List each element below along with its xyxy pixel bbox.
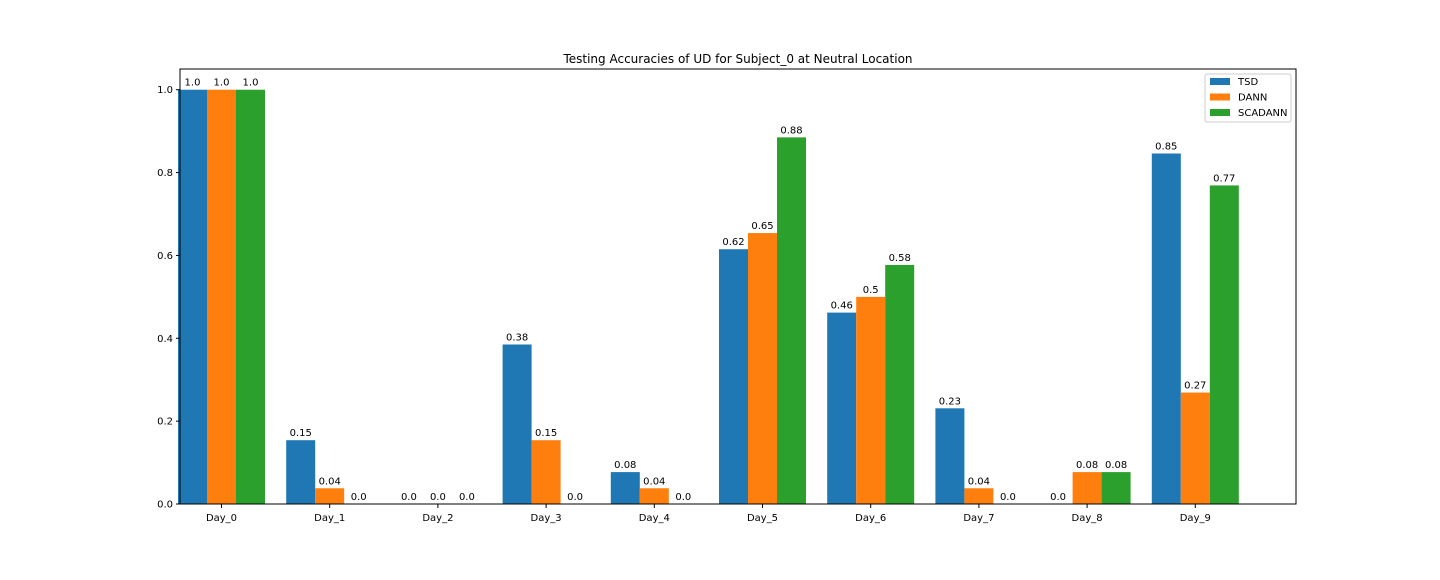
value-label-tsd-day_0: 1.0 <box>185 78 201 89</box>
value-label-scadann-day_9: 0.77 <box>1213 173 1235 184</box>
y-tick-label: 0.2 <box>157 417 173 428</box>
bar-dann-day_7 <box>964 488 994 504</box>
x-tick-label-day_4: Day_4 <box>639 513 670 524</box>
x-tick-label-day_9: Day_9 <box>1180 513 1211 524</box>
x-tick-label-day_6: Day_6 <box>855 513 886 524</box>
axes-layer: 0.0 0.2 0.4 0.6 0.8 1.0 Day_0 Day_1 Day_2 Day_3 Da… <box>157 68 1297 524</box>
value-label-tsd-day_3: 0.38 <box>506 333 528 344</box>
value-label-scadann-day_5: 0.88 <box>780 125 802 136</box>
legend-label-dann: DANN <box>1238 93 1267 104</box>
bar-dann-day_9 <box>1180 392 1210 504</box>
bar-dann-day_6 <box>856 296 886 504</box>
value-label-scadann-day_8: 0.08 <box>1105 460 1127 471</box>
y-tick-label: 1.0 <box>157 85 173 96</box>
x-tick-label-day_8: Day_8 <box>1072 513 1103 524</box>
value-label-tsd-day_2: 0.0 <box>401 492 417 503</box>
bar-tsd-day_1 <box>286 440 316 504</box>
value-label-dann-day_4: 0.04 <box>643 476 665 487</box>
bar-scadann-day_9 <box>1209 185 1239 504</box>
value-label-scadann-day_3: 0.0 <box>567 492 583 503</box>
legend-swatch-scadann <box>1210 109 1230 116</box>
value-label-scadann-day_0: 1.0 <box>243 78 259 89</box>
value-label-dann-day_5: 0.65 <box>751 221 773 232</box>
bar-tsd-day_4 <box>610 472 640 504</box>
x-tick-label-day_1: Day_1 <box>314 513 345 524</box>
value-label-dann-day_3: 0.15 <box>535 428 557 439</box>
value-label-tsd-day_9: 0.85 <box>1155 142 1177 153</box>
value-label-dann-day_0: 1.0 <box>214 78 230 89</box>
value-label-scadann-day_2: 0.0 <box>459 492 475 503</box>
legend-label-scadann: SCADANN <box>1238 108 1288 119</box>
bar-tsd-day_5 <box>719 249 748 504</box>
bar-tsd-day_6 <box>827 312 857 504</box>
value-label-tsd-day_4: 0.08 <box>614 460 636 471</box>
bar-tsd-day_3 <box>502 344 532 504</box>
x-tick-label-day_2: Day_2 <box>422 513 453 524</box>
value-label-tsd-day_1: 0.15 <box>290 428 312 439</box>
value-label-scadann-day_7: 0.0 <box>1000 492 1016 503</box>
legend-swatch-tsd <box>1210 78 1230 85</box>
y-tick-label: 0.0 <box>157 500 173 511</box>
x-tick-label-day_3: Day_3 <box>531 513 562 524</box>
value-label-dann-day_1: 0.04 <box>319 476 341 487</box>
value-label-scadann-day_1: 0.0 <box>351 492 367 503</box>
value-label-scadann-day_6: 0.58 <box>889 253 911 264</box>
value-label-dann-day_6: 0.5 <box>863 285 879 296</box>
bar-tsd-day_0 <box>178 89 207 505</box>
y-tick-label: 0.8 <box>157 168 173 179</box>
value-label-dann-day_8: 0.08 <box>1076 460 1098 471</box>
value-label-tsd-day_5: 0.62 <box>722 237 744 248</box>
bar-dann-day_3 <box>531 440 561 504</box>
bar-scadann-day_5 <box>777 137 806 505</box>
bar-tsd-day_9 <box>1151 153 1181 504</box>
y-tick-label: 0.4 <box>157 334 173 345</box>
plot-frame <box>179 68 1297 505</box>
bar-dann-day_0 <box>207 89 236 505</box>
value-label-dann-day_7: 0.04 <box>968 476 990 487</box>
bar-scadann-day_8 <box>1101 472 1131 504</box>
value-label-scadann-day_4: 0.0 <box>675 492 691 503</box>
bar-dann-day_4 <box>639 488 669 504</box>
value-label-dann-day_9: 0.27 <box>1184 381 1206 392</box>
legend-swatch-dann <box>1210 93 1230 101</box>
x-tick-label-day_5: Day_5 <box>747 513 778 524</box>
value-label-tsd-day_6: 0.46 <box>831 301 853 312</box>
bar-scadann-day_0 <box>236 89 265 505</box>
legend-label-tsd: TSD <box>1237 77 1258 88</box>
bar-scadann-day_6 <box>885 264 915 504</box>
legend: TSD DANN SCADANN <box>1204 73 1292 123</box>
value-label-dann-day_2: 0.0 <box>430 492 446 503</box>
bars-layer <box>178 89 1239 505</box>
x-tick-label-day_0: Day_0 <box>206 513 237 524</box>
bar-tsd-day_7 <box>935 408 965 504</box>
value-labels-layer: 1.0 1.0 1.0 0.15 0.04 0.0 0.0 0.0 0.0 0.38 0.15 0.0… <box>185 78 1236 503</box>
bar-dann-day_5 <box>748 233 777 504</box>
value-label-tsd-day_7: 0.23 <box>939 396 961 407</box>
bar-dann-day_8 <box>1072 472 1102 504</box>
bar-dann-day_1 <box>315 488 345 504</box>
y-tick-label: 0.6 <box>157 251 173 262</box>
x-tick-label-day_7: Day_7 <box>963 513 994 524</box>
chart-title: Testing Accuracies of UD for Subject_0 a… <box>562 52 912 66</box>
value-label-tsd-day_8: 0.0 <box>1050 492 1066 503</box>
